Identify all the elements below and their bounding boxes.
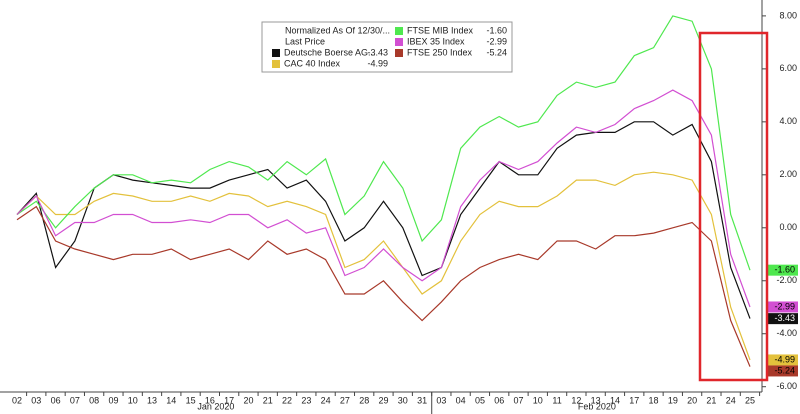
legend-value: -3.43: [367, 47, 388, 57]
x-tick-label: 17: [224, 395, 234, 405]
x-tick-label: 05: [475, 395, 485, 405]
x-tick-label: 03: [31, 395, 41, 405]
x-tick-label: 16: [205, 395, 215, 405]
x-tick-label: 13: [591, 395, 601, 405]
x-tick-label: 18: [649, 395, 659, 405]
x-tick-label: 15: [186, 395, 196, 405]
y-tick-label: 2.00: [779, 169, 797, 179]
x-tick-label: 07: [70, 395, 80, 405]
x-tick-label: 10: [128, 395, 138, 405]
y-tick-label: 6.00: [779, 63, 797, 73]
last-price-label: -2.99: [774, 301, 795, 311]
legend-label: Deutsche Boerse AG...: [284, 47, 376, 57]
x-tick-label: 06: [51, 395, 61, 405]
legend-value: -4.99: [367, 58, 388, 68]
x-tick-label: 22: [282, 395, 292, 405]
series-line: [16, 15, 751, 271]
legend: Normalized As Of 12/30/... Last Price De…: [261, 21, 513, 73]
x-tick-label: 23: [301, 395, 311, 405]
legend-value: -5.24: [486, 47, 507, 57]
y-tick-label: -2.00: [776, 275, 797, 285]
legend-box: [261, 21, 513, 73]
legend-swatch: [395, 38, 403, 46]
last-price-badge: [766, 365, 798, 377]
legend-value: -1.60: [486, 25, 507, 35]
series-line: [16, 171, 751, 361]
y-tick-label: 8.00: [779, 10, 797, 20]
legend-swatch: [395, 27, 403, 35]
x-tick-label: 31: [417, 395, 427, 405]
legend-label: CAC 40 Index: [284, 58, 341, 68]
last-price-label: -4.99: [774, 354, 795, 364]
last-price-label: -1.60: [774, 265, 795, 275]
x-tick-label: 30: [398, 395, 408, 405]
last-price-label: -3.43: [774, 313, 795, 323]
month-label: Feb 2020: [578, 401, 616, 411]
y-tick-label: 4.00: [779, 116, 797, 126]
x-tick-label: 10: [533, 395, 543, 405]
x-tick-label: 29: [378, 395, 388, 405]
x-tick-label: 08: [89, 395, 99, 405]
x-tick-label: 24: [321, 395, 331, 405]
last-price-badge: [766, 354, 798, 366]
x-tick-label: 21: [706, 395, 716, 405]
x-tick-label: 12: [571, 395, 581, 405]
x-tick-label: 21: [263, 395, 273, 405]
x-tick-label: 02: [12, 395, 22, 405]
series-line: [16, 121, 751, 319]
x-tick-label: 09: [108, 395, 118, 405]
legend-label: FTSE MIB Index: [407, 25, 474, 35]
x-tick-label: 03: [436, 395, 446, 405]
x-tick-label: 14: [610, 395, 620, 405]
highlight-box: [698, 31, 769, 382]
x-tick-label: 11: [552, 395, 561, 405]
series-line: [16, 205, 751, 367]
x-tick-label: 14: [166, 395, 176, 405]
x-tick-label: 20: [243, 395, 253, 405]
last-price-badge: [766, 264, 798, 276]
x-tick-label: 20: [687, 395, 697, 405]
legend-subtitle: Last Price: [285, 36, 325, 46]
legend-label: IBEX 35 Index: [407, 36, 465, 46]
series-line: [16, 89, 751, 308]
x-tick-label: 06: [494, 395, 504, 405]
y-tick-label: 0.00: [779, 222, 797, 232]
legend-value: -2.99: [486, 36, 507, 46]
x-tick-label: 17: [629, 395, 639, 405]
legend-title: Normalized As Of 12/30/...: [285, 25, 390, 35]
x-tick-label: 13: [147, 395, 157, 405]
x-tick-label: 25: [745, 395, 755, 405]
last-price-label: -5.24: [774, 365, 795, 375]
x-tick-label: 28: [359, 395, 369, 405]
legend-swatch: [395, 49, 403, 57]
last-price-badge: [766, 313, 798, 325]
y-tick-label: -6.00: [776, 381, 797, 391]
x-tick-label: 27: [340, 395, 350, 405]
last-price-badge: [766, 301, 798, 313]
x-tick-label: 19: [668, 395, 678, 405]
x-tick-label: 04: [456, 395, 466, 405]
y-tick-label: -4.00: [776, 328, 797, 338]
legend-swatch: [272, 60, 280, 68]
month-label: Jan 2020: [197, 401, 234, 411]
legend-label: FTSE 250 Index: [407, 47, 473, 57]
x-tick-label: 07: [514, 395, 524, 405]
legend-swatch: [272, 49, 280, 57]
x-tick-label: 24: [726, 395, 736, 405]
